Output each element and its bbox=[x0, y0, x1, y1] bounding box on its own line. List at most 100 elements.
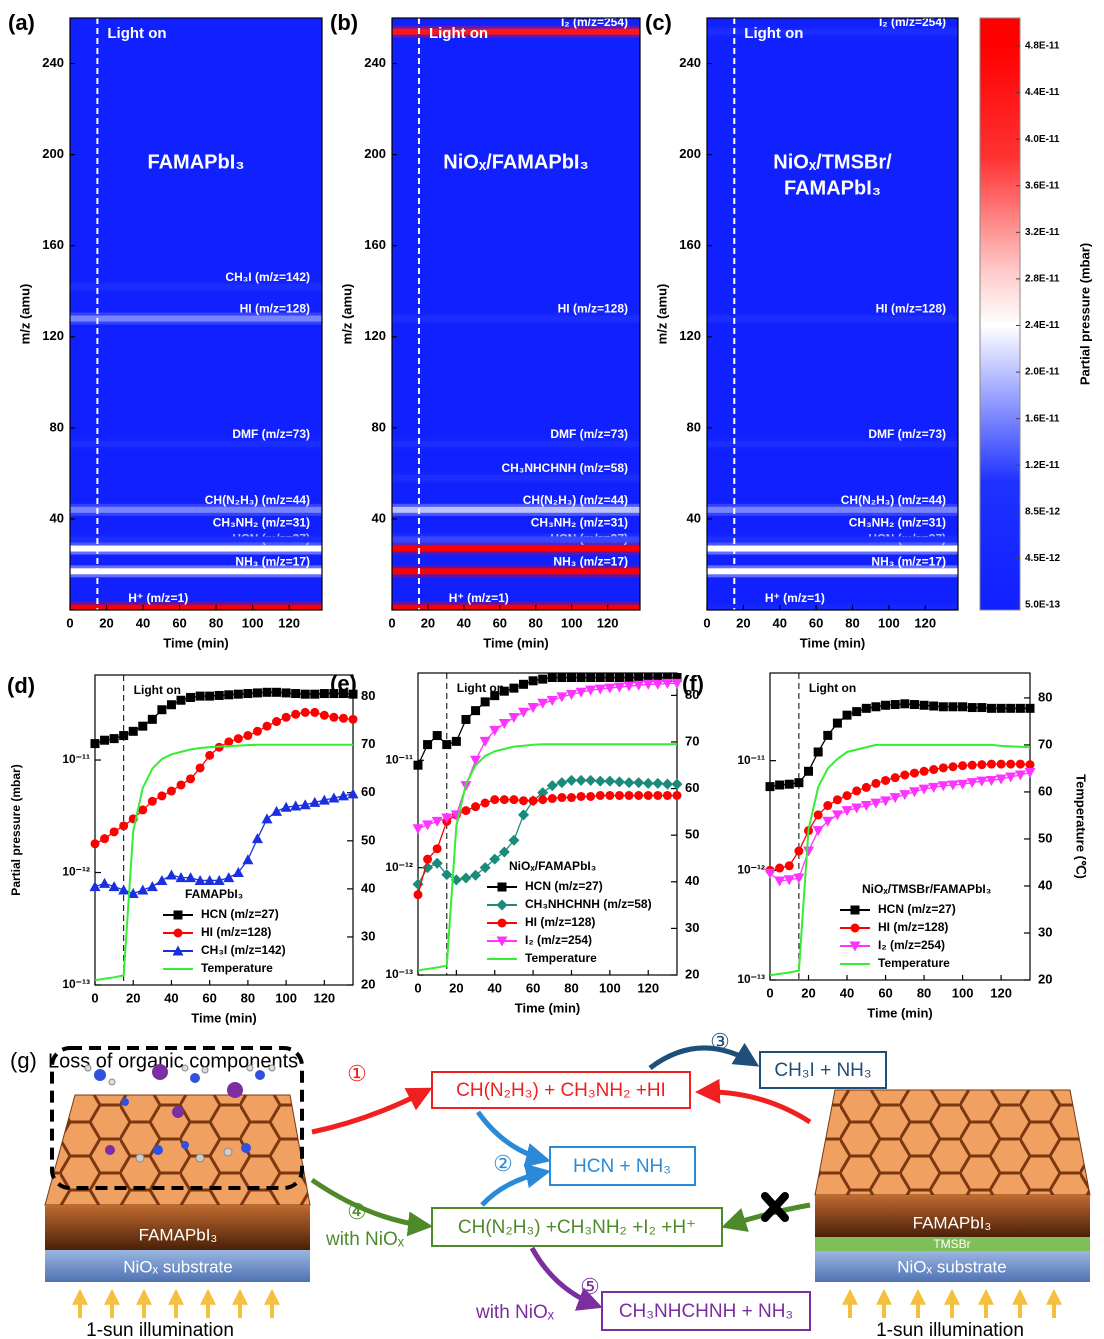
marker bbox=[661, 678, 673, 689]
series-line bbox=[769, 703, 1030, 788]
marker bbox=[1006, 759, 1016, 769]
step-mark: ② bbox=[493, 1151, 513, 1176]
y-tick-label: 10⁻¹² bbox=[737, 863, 765, 877]
y-tick-label: 200 bbox=[679, 146, 701, 161]
y-tick-label: 80 bbox=[50, 419, 64, 434]
product: CH(N₂H₃) + CH₃NH₂ +HI bbox=[456, 1080, 666, 1101]
marker bbox=[784, 861, 794, 871]
colorbar bbox=[979, 17, 1021, 611]
marker bbox=[918, 784, 930, 795]
marker bbox=[633, 680, 645, 691]
marker bbox=[127, 888, 139, 899]
marker bbox=[300, 689, 310, 699]
series-line bbox=[769, 771, 1031, 882]
marker bbox=[431, 857, 443, 869]
marker bbox=[272, 687, 282, 697]
y2-axis-title: Temperature (℃) bbox=[1074, 774, 1089, 879]
x-tick-label: 120 bbox=[597, 615, 619, 630]
band bbox=[707, 536, 958, 543]
band-label: CH₃NHCHNH (m/z=58) bbox=[501, 461, 628, 475]
marker bbox=[432, 844, 442, 854]
band-label: DMF (m/z=73) bbox=[550, 427, 628, 441]
x-axis-title: Time (min) bbox=[191, 1010, 257, 1025]
marker bbox=[643, 673, 653, 683]
marker bbox=[986, 759, 996, 769]
colorbar-tick-label: 4.4E-11 bbox=[1025, 87, 1060, 98]
marker bbox=[431, 816, 443, 827]
series-line bbox=[94, 691, 354, 745]
marker bbox=[329, 712, 339, 722]
marker bbox=[422, 820, 434, 831]
panel-label: (g) bbox=[10, 1048, 37, 1073]
marker bbox=[537, 698, 549, 709]
band bbox=[392, 604, 640, 610]
series-line bbox=[417, 794, 677, 895]
marker bbox=[499, 795, 509, 805]
marker bbox=[794, 846, 804, 856]
blocked-cross bbox=[761, 1192, 789, 1222]
y-axis-title: m/z (amu) bbox=[17, 284, 32, 345]
marker bbox=[99, 877, 111, 888]
marker bbox=[624, 790, 634, 800]
x-axis-title: Time (min) bbox=[163, 635, 229, 650]
marker bbox=[613, 682, 625, 693]
plot-frame bbox=[69, 17, 323, 611]
y-axis-title: m/z (amu) bbox=[339, 284, 354, 345]
marker bbox=[528, 796, 538, 806]
marker bbox=[938, 702, 948, 712]
x-axis-title: Time (min) bbox=[483, 635, 549, 650]
marker bbox=[832, 718, 842, 728]
marker bbox=[575, 774, 587, 786]
product-box bbox=[759, 1051, 887, 1089]
marker bbox=[157, 791, 167, 801]
marker bbox=[900, 699, 910, 709]
marker bbox=[822, 816, 834, 827]
marker bbox=[947, 780, 959, 791]
marker bbox=[205, 691, 215, 701]
y2-tick-label: 30 bbox=[1038, 924, 1052, 939]
marker bbox=[338, 689, 348, 699]
y2-tick-label: 70 bbox=[1038, 736, 1052, 751]
marker bbox=[537, 787, 549, 799]
marker bbox=[213, 874, 225, 885]
y2-tick-label: 40 bbox=[361, 880, 375, 895]
legend-label: HI (m/z=128) bbox=[878, 920, 948, 934]
y2-tick-label: 40 bbox=[685, 873, 699, 888]
dashed-box bbox=[50, 1046, 304, 1190]
marker bbox=[594, 684, 606, 695]
marker bbox=[262, 721, 272, 731]
y2-tick-label: 60 bbox=[1038, 783, 1052, 798]
marker bbox=[642, 679, 654, 690]
marker bbox=[565, 689, 577, 700]
marker bbox=[671, 678, 683, 689]
marker bbox=[861, 782, 871, 792]
marker bbox=[850, 905, 860, 915]
marker bbox=[793, 873, 805, 884]
marker bbox=[509, 795, 519, 805]
x-tick-label: 20 bbox=[421, 615, 435, 630]
x-tick-label: 40 bbox=[773, 615, 787, 630]
y2-tick-label: 30 bbox=[361, 928, 375, 943]
marker bbox=[1014, 770, 1026, 781]
marker bbox=[119, 821, 129, 831]
plot-frame bbox=[417, 672, 678, 976]
legend-label: I₂ (m/z=254) bbox=[878, 938, 945, 952]
marker bbox=[812, 826, 824, 837]
x-tick-label: 20 bbox=[99, 615, 113, 630]
y-tick-label: 160 bbox=[42, 237, 64, 252]
marker bbox=[881, 700, 891, 710]
x-tick-label: 20 bbox=[801, 985, 815, 1000]
marker bbox=[909, 700, 919, 710]
marker bbox=[441, 813, 453, 824]
marker bbox=[624, 673, 634, 683]
marker bbox=[528, 676, 538, 686]
marker bbox=[166, 700, 176, 710]
x-tick-label: 60 bbox=[809, 615, 823, 630]
marker bbox=[586, 791, 596, 801]
marker bbox=[508, 834, 520, 846]
y-tick-label: 10⁻¹³ bbox=[385, 967, 413, 981]
y-axis-title: m/z (amu) bbox=[654, 284, 669, 345]
marker bbox=[556, 692, 568, 703]
marker bbox=[166, 786, 176, 796]
band-label: I₂ (m/z=254) bbox=[561, 15, 628, 29]
